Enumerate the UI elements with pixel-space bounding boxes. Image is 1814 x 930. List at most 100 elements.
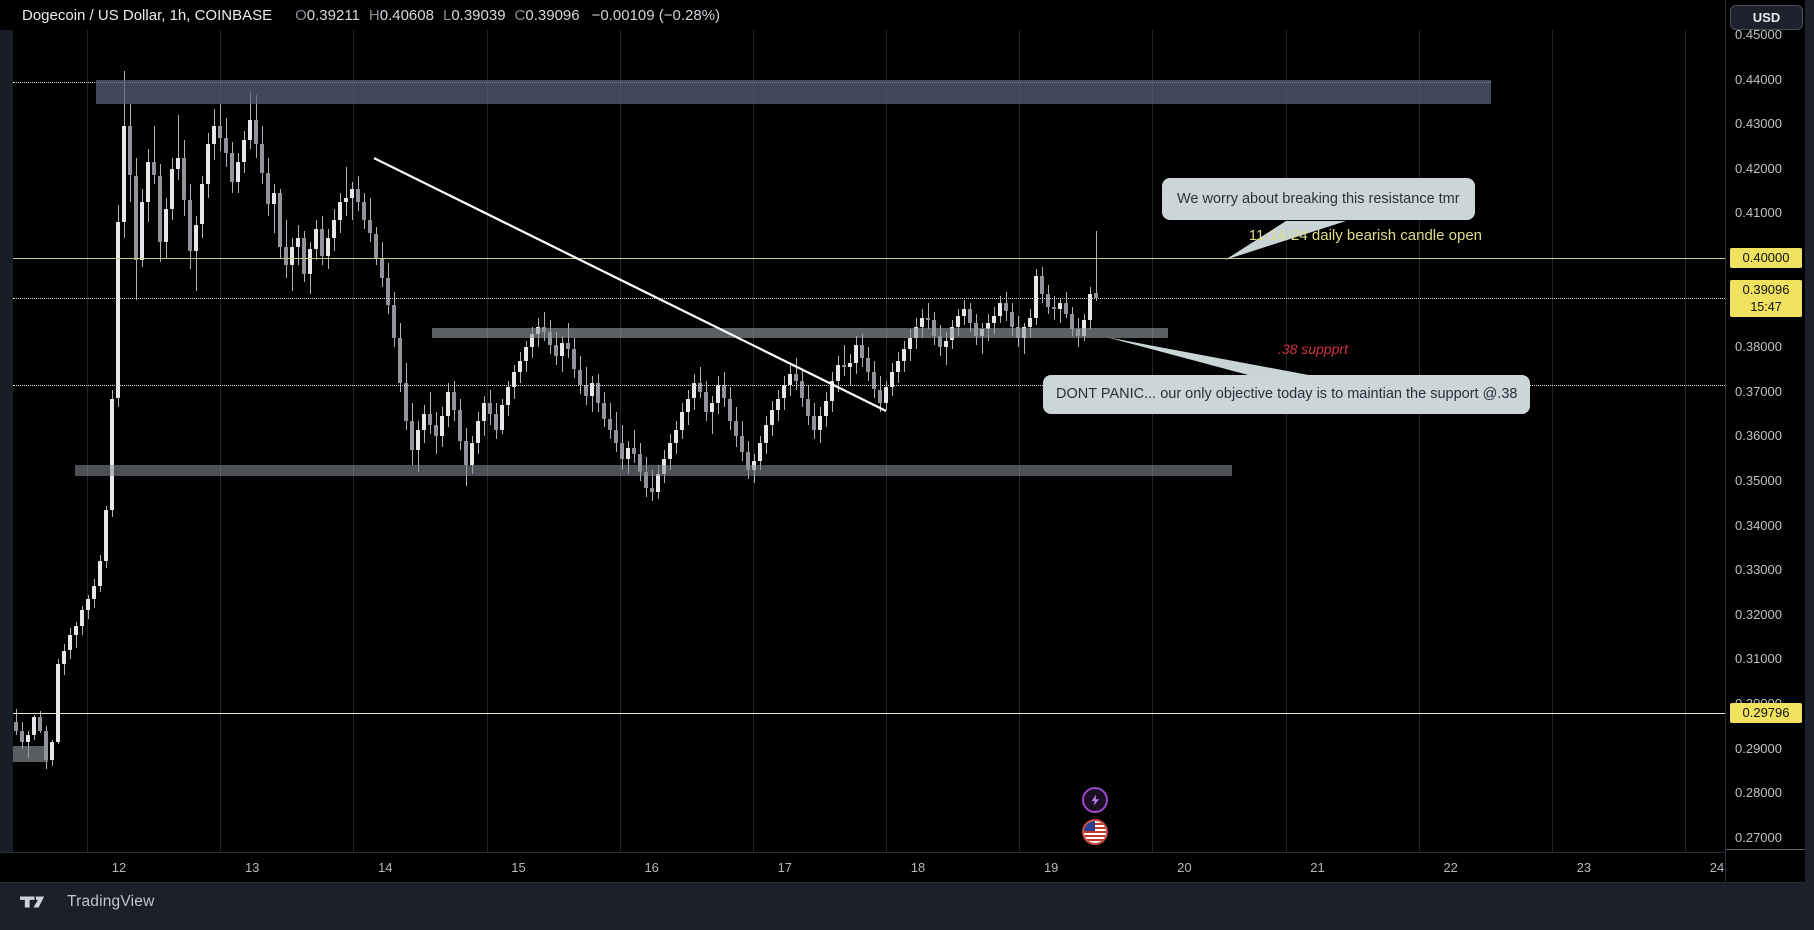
candle-body [770,409,775,426]
price-tick-0.32000: 0.32000 [1735,606,1782,622]
price-axis[interactable]: 0.45000 0.44000 0.43000 0.42000 0.41000 0.400… [1725,0,1806,882]
candle-body [656,474,661,493]
candle-body [1028,318,1033,328]
candle-body [212,126,217,145]
price-tick-0.44000: 0.44000 [1735,71,1782,87]
price-tick-0.31000: 0.31000 [1735,651,1782,667]
candle-body [722,385,727,399]
tradingview-mark-icon [20,896,45,908]
candle-body [896,360,901,372]
time-label-14: 14 [378,860,393,875]
candle-body [728,398,733,421]
time-label-13: 13 [244,860,260,875]
candle-body [794,374,799,381]
resistance-zone-0.44[interactable] [96,80,1491,104]
candle-body [296,237,301,247]
vertical-gridline-14 [353,30,355,852]
legend-bar: Dogecoin / US Dollar, 1h, COINBASE O0.392… [0,0,1725,30]
candle-body [926,318,931,321]
close-value: 0.39096 [525,7,580,24]
candle-body [956,316,961,328]
time-axis[interactable]: 12 13 14 15 16 17 18 19 20 21 22 23 24 [0,852,1725,883]
open-label: O [295,7,307,24]
candle-wick [291,237,293,292]
candle-body [740,436,745,452]
candle-body [572,349,577,370]
candle-wick [177,115,179,180]
time-label-18: 18 [910,860,926,875]
change-value: −0.00109 (−0.28%) [591,7,721,24]
candle-body [782,385,787,399]
candle-body [824,400,829,417]
candle-body [836,365,841,381]
candle-body [908,338,913,350]
time-label-23: 23 [1576,860,1592,875]
current-price-line[interactable] [12,298,1726,300]
candle-body [680,411,685,430]
resistance-line-0.40[interactable] [12,258,1726,259]
candle-body [128,126,133,176]
symbol-legend[interactable]: Dogecoin / US Dollar, 1h, COINBASE O0.392… [22,7,720,24]
candle-body [44,730,49,760]
price-tick-0.42000: 0.42000 [1735,160,1782,176]
box-0.29[interactable] [9,745,49,762]
candle-body [134,175,139,261]
lightning-event-icon[interactable] [1082,787,1108,813]
candle-body [884,387,889,403]
tradingview-logo[interactable]: TradingView [20,892,155,912]
candle-body [140,202,145,261]
candle-wick [849,353,851,386]
candle-body [686,398,691,412]
time-label-15: 15 [511,860,526,875]
candle-wick [633,429,635,464]
us-flag-glyph [1084,821,1106,843]
lightning-bolt-glyph [1091,794,1099,806]
vertical-gridline-18 [886,30,887,852]
candle-body [218,126,223,138]
candle-body [890,371,895,388]
support-line-0.29796[interactable] [12,713,1726,715]
candle-body [332,220,337,238]
candle-body [848,362,853,368]
candle-body [1004,302,1009,312]
candle-body [830,380,835,401]
support-zone-0.384[interactable] [431,328,1169,339]
candle-body [206,144,211,185]
vertical-gridline-20 [1152,30,1154,852]
high-label: H [368,7,380,24]
candle-body [1010,311,1015,328]
candle-body [866,358,871,372]
bearish-candle-open-label[interactable]: 11-14-24 daily bearish candle open [1248,227,1482,244]
callout-support-bubble[interactable]: DONT PANIC... our only objective today i… [1043,375,1531,414]
support-zone-0.352[interactable] [75,464,1233,477]
candle-body [506,387,511,406]
candle-body [716,385,721,403]
candle-wick [711,396,713,435]
candle-body [860,345,865,359]
support-38-label[interactable]: .38 suppprt [1277,341,1348,357]
time-label-20: 20 [1177,860,1192,875]
candle-body [470,443,475,466]
candle-body [464,440,469,466]
candle-body [38,717,43,731]
candle-body [20,730,25,742]
candle-body [1034,275,1039,319]
candle-body [164,208,169,243]
candle-wick [927,302,929,330]
candle-body [308,249,313,274]
currency-toggle-button[interactable]: USD [1730,5,1803,30]
symbol-title[interactable]: Dogecoin / US Dollar, 1h, COINBASE [22,7,273,24]
candle-body [392,304,397,339]
candle-body [350,188,355,198]
candle-body [344,197,349,203]
candle-body [992,316,997,323]
candle-body [158,175,163,243]
us-flag-event-icon[interactable] [1082,819,1108,845]
callout-resistance-bubble[interactable]: We worry about breaking this resistance … [1162,178,1475,220]
candle-body [440,416,445,437]
price-tick-0.43000: 0.43000 [1735,116,1782,132]
candle-wick [651,469,653,502]
candle-body [428,414,433,426]
